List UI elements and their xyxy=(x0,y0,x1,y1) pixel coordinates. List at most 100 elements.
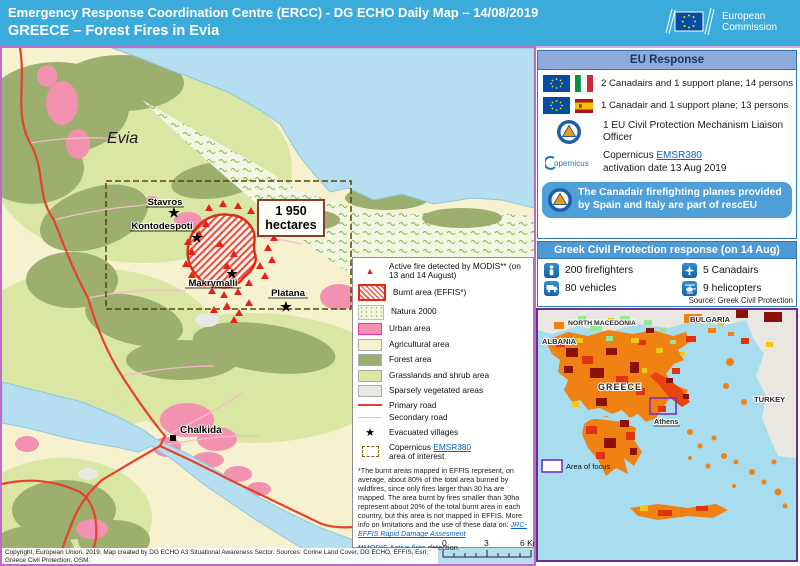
european-commission-logo: European Commission xyxy=(664,7,777,37)
page-title: Emergency Response Coordination Centre (… xyxy=(8,5,539,20)
ucpm-logo-icon xyxy=(548,188,572,212)
eu-response-row-italy: 2 Canadairs and 1 support plane; 14 pers… xyxy=(543,75,793,92)
evacuated-village-star: ★ xyxy=(280,299,292,314)
sparsely-vegetated-areas xyxy=(78,313,219,480)
stat-canadairs: 5 Canadairs xyxy=(682,263,793,278)
map-credits: Copyright, European Union, 2019. Map cre… xyxy=(2,548,438,564)
legend-item-burnt: Burnt area (EFFIS*) xyxy=(358,284,528,302)
fire-danger-low xyxy=(578,316,676,344)
resceu-note: The Canadair firefighting planes provide… xyxy=(542,182,792,218)
fire-danger-very-high xyxy=(564,310,782,455)
village-label: Platana xyxy=(271,288,306,299)
effis-footnote: *The burnt areas mapped in EFFIS represe… xyxy=(358,466,528,539)
divider xyxy=(536,46,800,48)
emsr380-link[interactable]: EMSR380 xyxy=(433,441,472,452)
italy-flag-icon xyxy=(575,75,593,92)
evacuated-village-star: ★ xyxy=(168,205,180,220)
canadair-plane-icon xyxy=(682,263,697,278)
label-north-macedonia: NORTH MACEDONIA xyxy=(568,320,636,327)
modis-link[interactable]: MODIS Active fires xyxy=(364,543,426,552)
area-of-focus-legend: Area of focus xyxy=(541,459,610,473)
star-icon: ★ xyxy=(365,427,375,440)
legend-item-secondary-road: Secondary road xyxy=(358,413,528,422)
jrc-effis-link[interactable]: JRC-EFFIS Rapid Damage Assesment xyxy=(358,520,528,539)
greek-civil-protection-panel: Greek Civil Protection response (on 14 A… xyxy=(537,241,797,307)
city-label: Chalkida xyxy=(180,425,222,436)
village-label: Makrymalli xyxy=(188,278,237,289)
inset-fire-danger-map[interactable]: NORTH MACEDONIA BULGARIA ALBANIA GREECE … xyxy=(536,308,798,562)
legend-item-urban: Urban area xyxy=(358,323,528,336)
greek-response-title: Greek Civil Protection response (on 14 A… xyxy=(538,242,796,259)
evacuated-village-star: ★ xyxy=(191,230,203,245)
inset-map-canvas: NORTH MACEDONIA BULGARIA ALBANIA GREECE … xyxy=(538,310,796,520)
gulf-of-corinth xyxy=(581,414,641,424)
map-legend: ▲ Active fire detected by MODIS** (on 13… xyxy=(352,257,534,552)
label-turkey: TURKEY xyxy=(754,395,785,404)
city-marker xyxy=(170,435,176,441)
natura-2000-swatch xyxy=(358,304,384,320)
agricultural-area-swatch xyxy=(358,338,382,351)
spain-flag-icon xyxy=(575,98,593,113)
label-greece: GREECE xyxy=(598,382,642,392)
fire-triangle-icon: ▲ xyxy=(365,266,375,277)
fire-truck-icon xyxy=(544,281,559,296)
secondary-road-swatch xyxy=(358,417,382,419)
burnt-area-polygon xyxy=(186,213,257,289)
eu-response-title: EU Response xyxy=(538,51,796,70)
label-albania: ALBANIA xyxy=(542,337,577,346)
village-labels: Stavros ★ Kontodespoti ★ Makrymalli ★ Pl… xyxy=(130,196,308,441)
grasslands-swatch xyxy=(358,369,382,382)
emsr380-link[interactable]: EMSR380 xyxy=(656,150,702,161)
hectares-callout: 1 950 hectares xyxy=(257,199,325,237)
primary-road-swatch xyxy=(358,404,382,407)
fire-danger-orange-patches xyxy=(554,314,734,336)
eu-response-row-copernicus: opernicus Copernicus EMSR380 activation … xyxy=(543,150,791,175)
eu-response-row-spain: 1 Canadair and 1 support plane; 13 perso… xyxy=(543,97,791,114)
legend-item-active-fire: ▲ Active fire detected by MODIS** (on 13… xyxy=(358,261,528,281)
area-of-focus-rectangle xyxy=(649,397,677,415)
legend-item-sparse: Sparsely vegetated areas xyxy=(358,385,528,398)
aoi-swatch xyxy=(361,446,379,458)
greek-response-source: Source: Greek Civil Protection xyxy=(688,296,793,305)
fire-danger-high xyxy=(556,316,749,516)
legend-item-grasslands: Grasslands and shrub area xyxy=(358,369,528,382)
fire-danger-moderate xyxy=(572,318,773,511)
ucpm-logo-icon xyxy=(557,120,581,144)
area-of-focus-label: Area of focus xyxy=(566,462,610,471)
forest-area-swatch xyxy=(358,354,382,367)
eu-flag-icon xyxy=(543,75,570,92)
header-bar: Emergency Response Coordination Centre (… xyxy=(0,0,800,46)
legend-item-agricultural: Agricultural area xyxy=(358,338,528,351)
helicopter-icon xyxy=(682,281,697,296)
scale-bar: 0 3 6 Km xyxy=(440,538,534,562)
active-fire-triangles xyxy=(182,200,278,323)
legend-item-primary-road: Primary road xyxy=(358,400,528,410)
village-label: Stavros xyxy=(148,197,183,208)
stat-firefighters: 200 firefighters xyxy=(544,263,682,278)
stat-vehicles: 80 vehicles xyxy=(544,281,682,296)
legend-item-natura: Natura 2000 xyxy=(358,304,528,320)
eu-response-row-ucpm: 1 EU Civil Protection Mechanism Liaison … xyxy=(543,119,791,145)
eu-flag-icon xyxy=(665,7,715,36)
eu-flag-icon xyxy=(543,97,570,114)
firefighter-icon xyxy=(544,263,559,278)
european-commission-wordmark: European Commission xyxy=(722,10,778,34)
svg-text:1 950: 1 950 xyxy=(275,204,306,218)
region-label-evia: Evia xyxy=(107,130,138,147)
svg-text:hectares: hectares xyxy=(265,218,316,232)
legend-item-forest: Forest area xyxy=(358,354,528,367)
scale-ruler xyxy=(442,550,532,558)
legend-item-evacuated: ★ Evacuated villages xyxy=(358,426,528,439)
copernicus-logo-icon: opernicus xyxy=(545,155,589,170)
page-subtitle: GREECE – Forest Fires in Evia xyxy=(8,23,220,39)
label-bulgaria: BULGARIA xyxy=(690,315,731,324)
aegean-islands xyxy=(687,358,788,509)
urban-area-swatch xyxy=(358,323,382,336)
sparsely-vegetated-swatch xyxy=(358,385,382,398)
eu-response-panel: EU Response 2 Canadairs and 1 support pl… xyxy=(537,50,797,239)
evacuated-village-star: ★ xyxy=(226,266,238,281)
village-label: Kontodespoti xyxy=(131,221,192,232)
stat-helicopters: 9 helicopters xyxy=(682,281,793,296)
main-map[interactable]: Evia Stavros ★ Kontodespoti ★ Makrymalli… xyxy=(0,46,536,566)
